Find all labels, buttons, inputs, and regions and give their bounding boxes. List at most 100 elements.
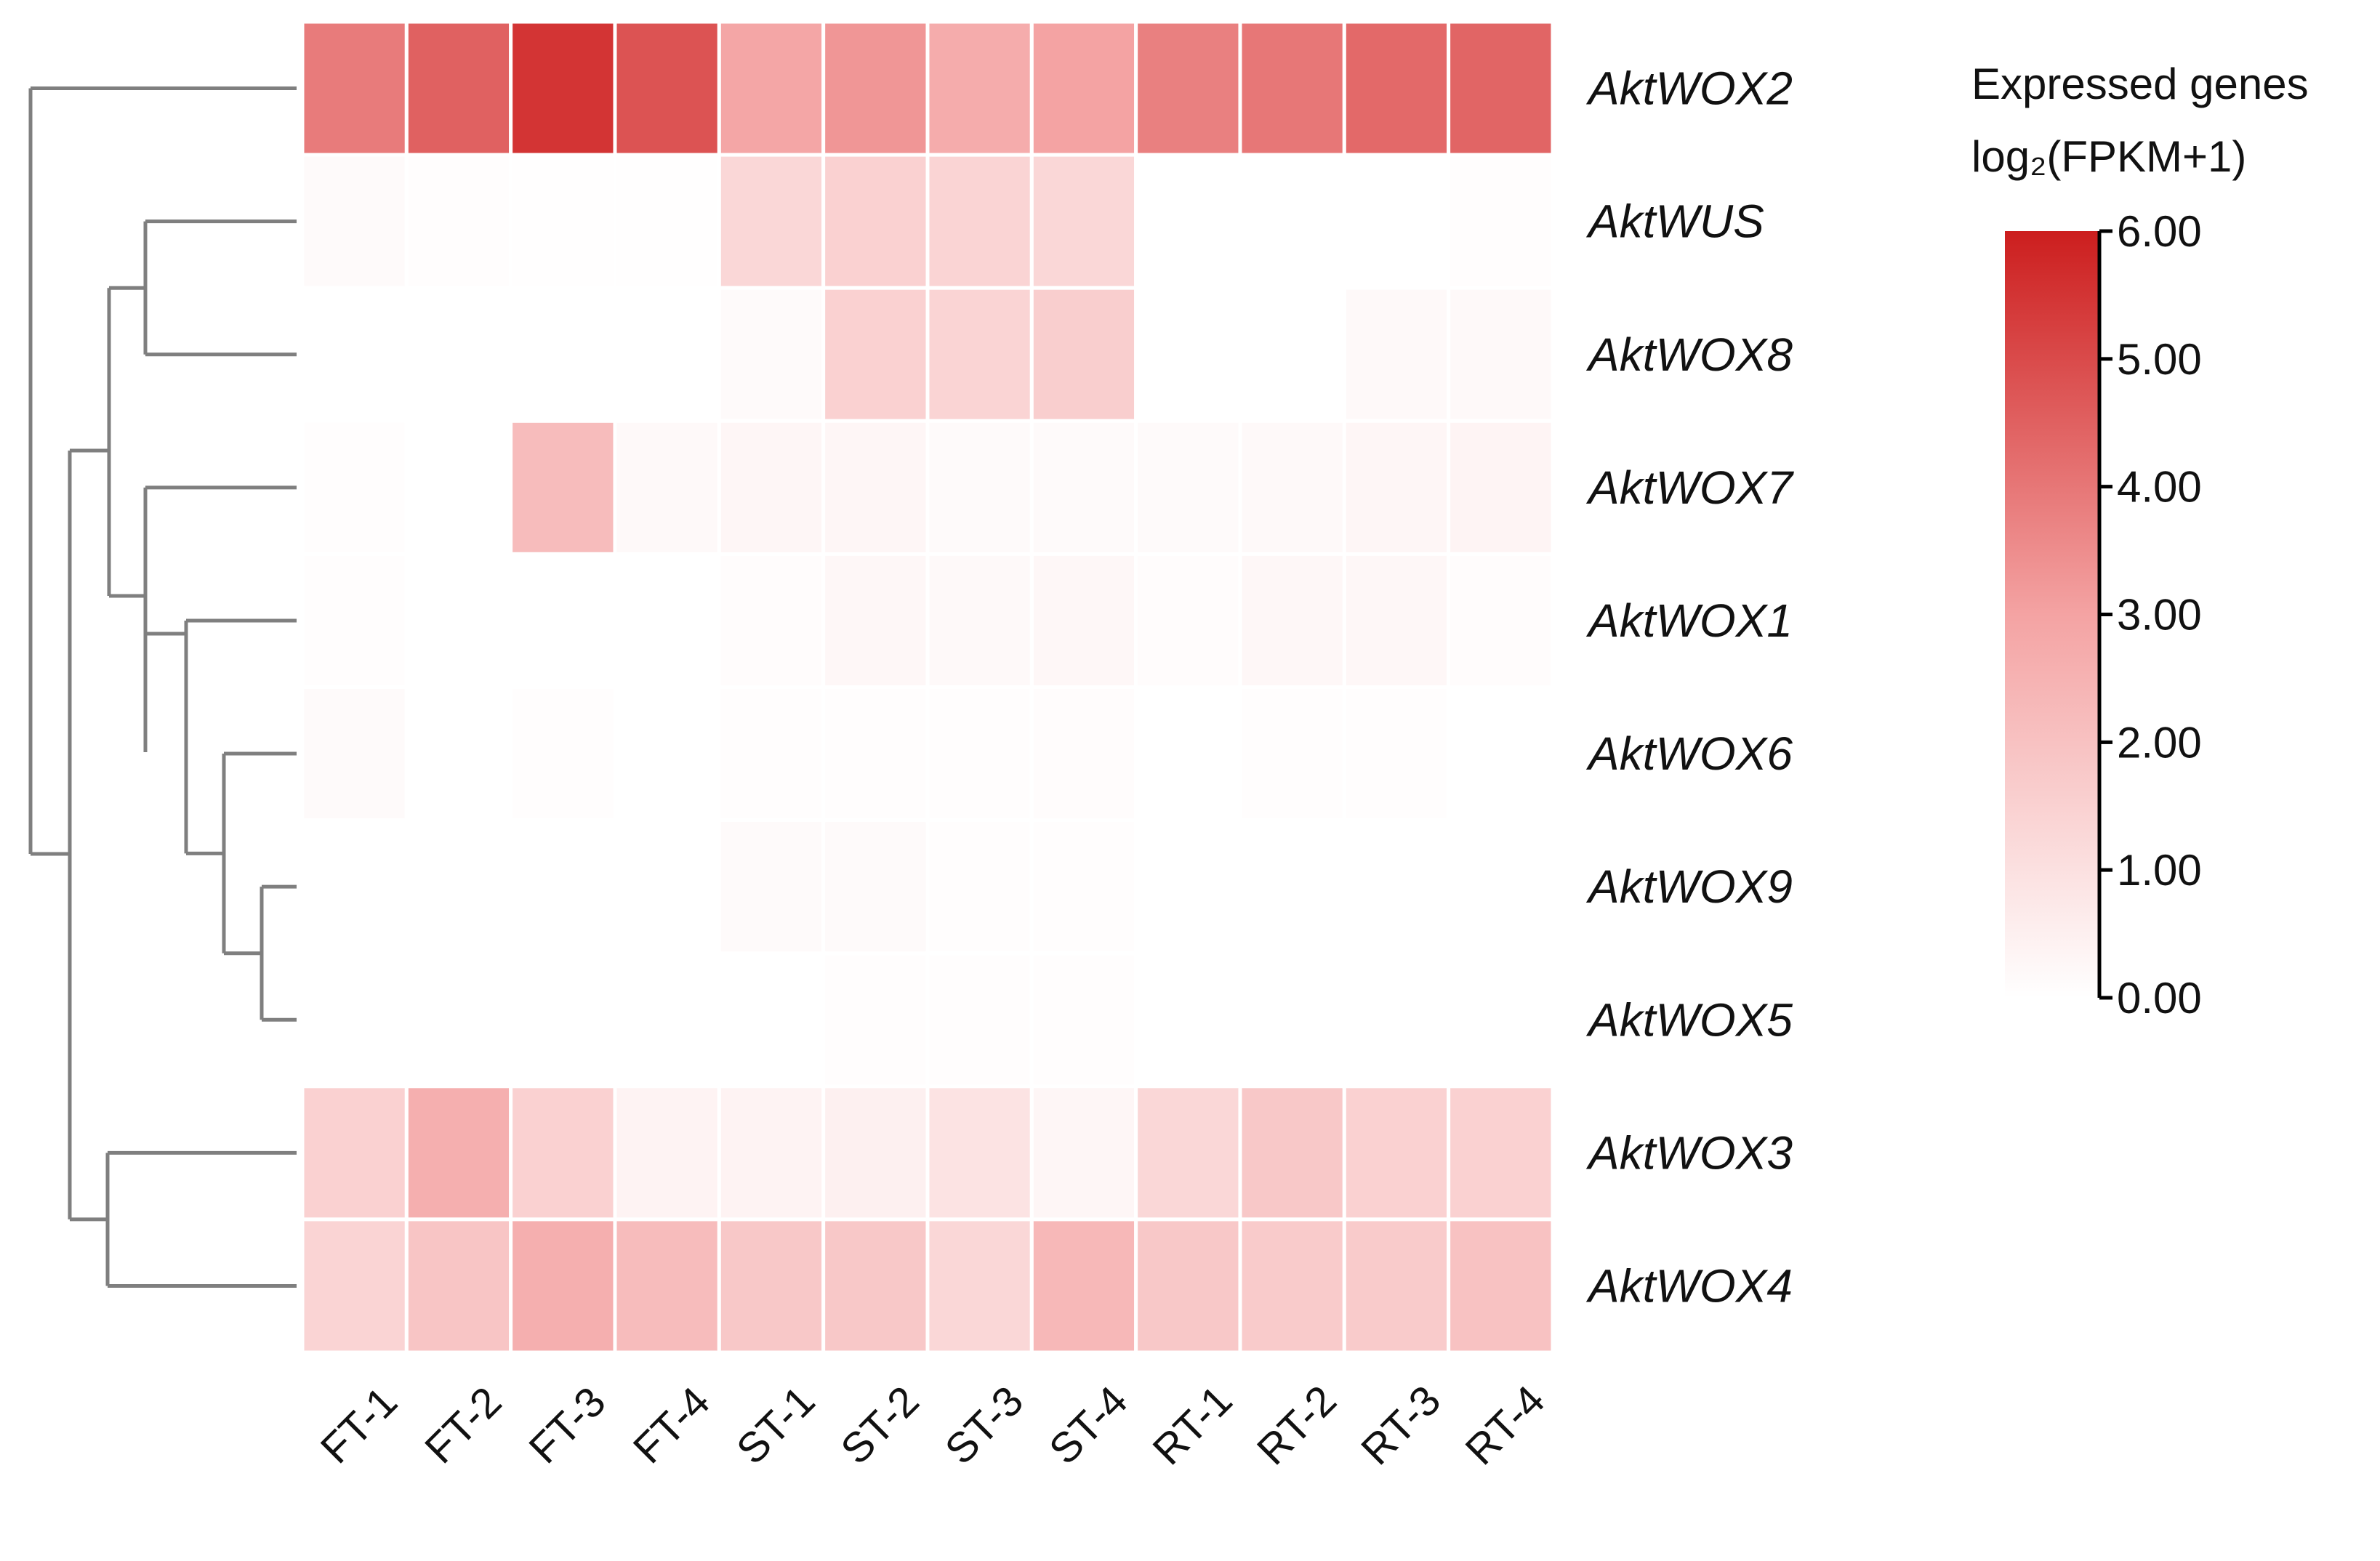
heatmap-cell (717, 951, 826, 1089)
heatmap-cell (821, 153, 930, 290)
heatmap-cell (300, 951, 409, 1089)
heatmap-cell (925, 818, 1034, 956)
heatmap-cell (925, 685, 1034, 823)
heatmap-cell (509, 1217, 617, 1355)
heatmap-cell (1447, 685, 1555, 823)
legend-tick-label: 1.00 (2117, 846, 2202, 895)
heatmap-cell (1134, 20, 1242, 157)
legend-color-bar (2005, 231, 2099, 998)
heatmap-cell (1342, 552, 1451, 690)
row-labels: AktWOX2 AktWUS AktWOX8 AktWOX7 AktWOX1 AktWOX… (1585, 62, 1794, 1312)
heatmap-cell (509, 419, 617, 556)
column-label: FT-4 (624, 1378, 719, 1472)
heatmap-cell (1342, 818, 1451, 956)
heatmap-cell (1447, 286, 1555, 423)
heatmap-cell (1029, 286, 1138, 423)
heatmap-cell (1447, 552, 1555, 690)
heatmap-cell (717, 685, 826, 823)
heatmap-cell (1342, 951, 1451, 1089)
heatmap-cell (1029, 818, 1138, 956)
heatmap-cell (300, 286, 409, 423)
row-label: AktWUS (1585, 195, 1764, 248)
heatmap-cell (613, 286, 721, 423)
heatmap-cell (1238, 951, 1346, 1089)
heatmap-cell (1447, 818, 1555, 956)
row-label: AktWOX8 (1585, 328, 1793, 381)
heatmap-cell (300, 20, 409, 157)
heatmap-cell (509, 1084, 617, 1222)
heatmap-cell (404, 552, 513, 690)
heatmap-cell (1134, 286, 1242, 423)
heatmap-cell (1342, 1217, 1451, 1355)
heatmap-cell (1342, 419, 1451, 556)
column-label: FT-1 (312, 1378, 406, 1472)
row-label: AktWOX6 (1585, 727, 1793, 780)
row-label: AktWOX7 (1585, 461, 1794, 514)
heatmap-cell (300, 1084, 409, 1222)
row-label: AktWOX2 (1585, 62, 1793, 115)
column-label: ST-2 (832, 1377, 928, 1474)
heatmap-cell (613, 153, 721, 290)
heatmap-cell (821, 286, 930, 423)
heatmap-cell (404, 951, 513, 1089)
heatmap-cell (1342, 20, 1451, 157)
heatmap-cell (613, 1084, 721, 1222)
heatmap-cell (404, 153, 513, 290)
heatmap-cell (1134, 1084, 1242, 1222)
column-label: FT-2 (416, 1378, 510, 1472)
heatmap-cell (1238, 685, 1346, 823)
heatmap-cell (613, 20, 721, 157)
heatmap-cell (1238, 818, 1346, 956)
heatmap-cell (1238, 153, 1346, 290)
heatmap-cell (717, 1084, 826, 1222)
heatmap-cell (1029, 1217, 1138, 1355)
heatmap-cell (1238, 1217, 1346, 1355)
heatmap-cell (613, 685, 721, 823)
column-label: RT-4 (1456, 1376, 1553, 1474)
legend-ticks: 6.00 5.00 4.00 3.00 2.00 1.00 0.00 (2099, 207, 2202, 1022)
heatmap-cell (509, 685, 617, 823)
legend-tick-label: 5.00 (2117, 335, 2202, 384)
heatmap-cell (613, 1217, 721, 1355)
heatmap-cell (1134, 685, 1242, 823)
column-label: ST-1 (728, 1377, 824, 1474)
row-label: AktWOX1 (1585, 594, 1793, 647)
column-label: RT-1 (1143, 1376, 1241, 1474)
heatmap-cell (925, 20, 1034, 157)
heatmap-cell (404, 20, 513, 157)
column-label: RT-3 (1352, 1376, 1450, 1474)
legend-title-line1: Expressed genes (1971, 60, 2309, 108)
heatmap-cell (404, 1084, 513, 1222)
heatmap-cell (1447, 1084, 1555, 1222)
heatmap-cell (1134, 153, 1242, 290)
heatmap-cell (717, 818, 826, 956)
heatmap-cell (1447, 1217, 1555, 1355)
heatmap-cell (821, 685, 930, 823)
heatmap-cell (300, 818, 409, 956)
heatmap-cell (613, 419, 721, 556)
heatmap-cell (509, 286, 617, 423)
heatmap-cell (404, 685, 513, 823)
heatmap-cell (925, 286, 1034, 423)
column-label: ST-3 (936, 1377, 1033, 1474)
heatmap-cell (404, 419, 513, 556)
heatmap-cell (1029, 153, 1138, 290)
heatmap-cell (300, 153, 409, 290)
heatmap-cell (1342, 153, 1451, 290)
heatmap-cell (821, 818, 930, 956)
heatmap-cell (821, 552, 930, 690)
heatmap-cell (925, 951, 1034, 1089)
legend-tick-label: 2.00 (2117, 718, 2202, 767)
heatmap-cell (1029, 951, 1138, 1089)
heatmap-cell (1447, 153, 1555, 290)
heatmap-cell (1134, 818, 1242, 956)
column-label: ST-4 (1040, 1377, 1137, 1474)
heatmap-cell (1447, 20, 1555, 157)
heatmap-cell (1238, 1084, 1346, 1222)
heatmap-cell (509, 20, 617, 157)
column-label: RT-2 (1248, 1376, 1346, 1474)
heatmap-cell (925, 153, 1034, 290)
heatmap-cell (509, 153, 617, 290)
heatmap-cell (1029, 552, 1138, 690)
column-labels: FT-1 FT-2 FT-3 FT-4 ST-1 ST-2 ST-3 ST-4 RT-1 RT-2… (312, 1376, 1554, 1474)
